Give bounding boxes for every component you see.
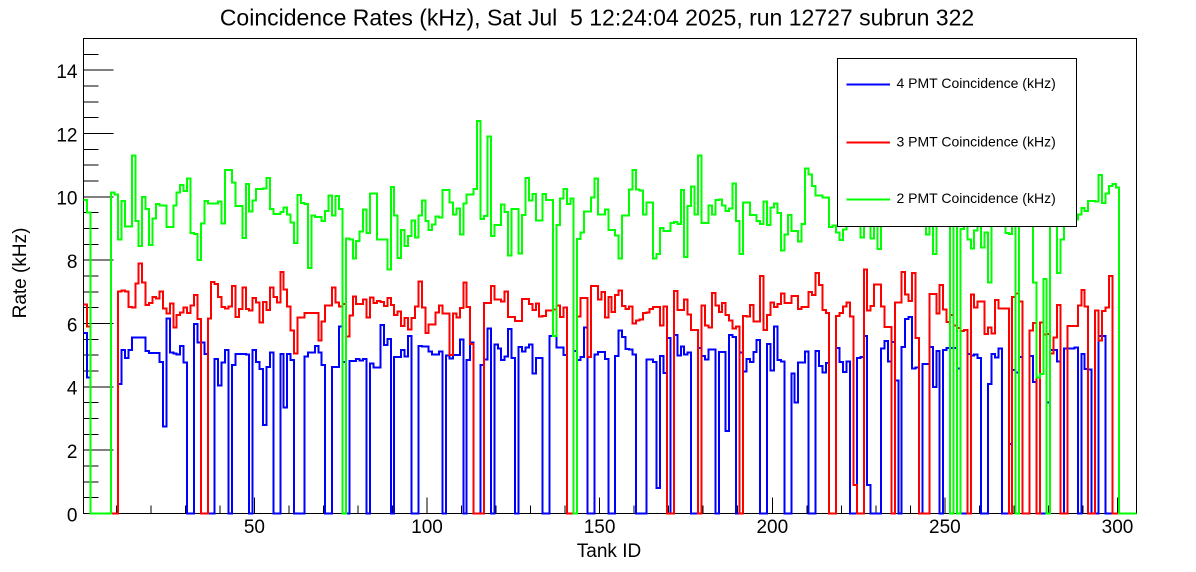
svg-text:100: 100 <box>411 517 443 538</box>
svg-text:50: 50 <box>244 517 265 538</box>
svg-text:150: 150 <box>584 517 616 538</box>
svg-text:6: 6 <box>67 315 78 336</box>
svg-text:0: 0 <box>67 505 78 526</box>
svg-text:14: 14 <box>56 62 78 83</box>
svg-text:4: 4 <box>67 379 78 400</box>
svg-text:250: 250 <box>929 517 961 538</box>
svg-text:10: 10 <box>56 189 77 210</box>
svg-text:Coincidence Rates (kHz), Sat J: Coincidence Rates (kHz), Sat Jul 5 12:24… <box>220 5 974 31</box>
svg-text:8: 8 <box>67 252 78 273</box>
svg-text:Rate (kHz): Rate (kHz) <box>10 228 31 319</box>
svg-text:2: 2 <box>67 442 78 463</box>
svg-text:Tank ID: Tank ID <box>577 541 641 562</box>
svg-text:300: 300 <box>1102 517 1134 538</box>
svg-text:3 PMT Coincidence (kHz): 3 PMT Coincidence (kHz) <box>897 134 1056 150</box>
svg-text:12: 12 <box>56 125 77 146</box>
svg-text:2 PMT Coincidence (kHz): 2 PMT Coincidence (kHz) <box>897 190 1056 206</box>
svg-text:4 PMT Coincidence (kHz): 4 PMT Coincidence (kHz) <box>897 75 1056 91</box>
svg-text:200: 200 <box>756 517 788 538</box>
